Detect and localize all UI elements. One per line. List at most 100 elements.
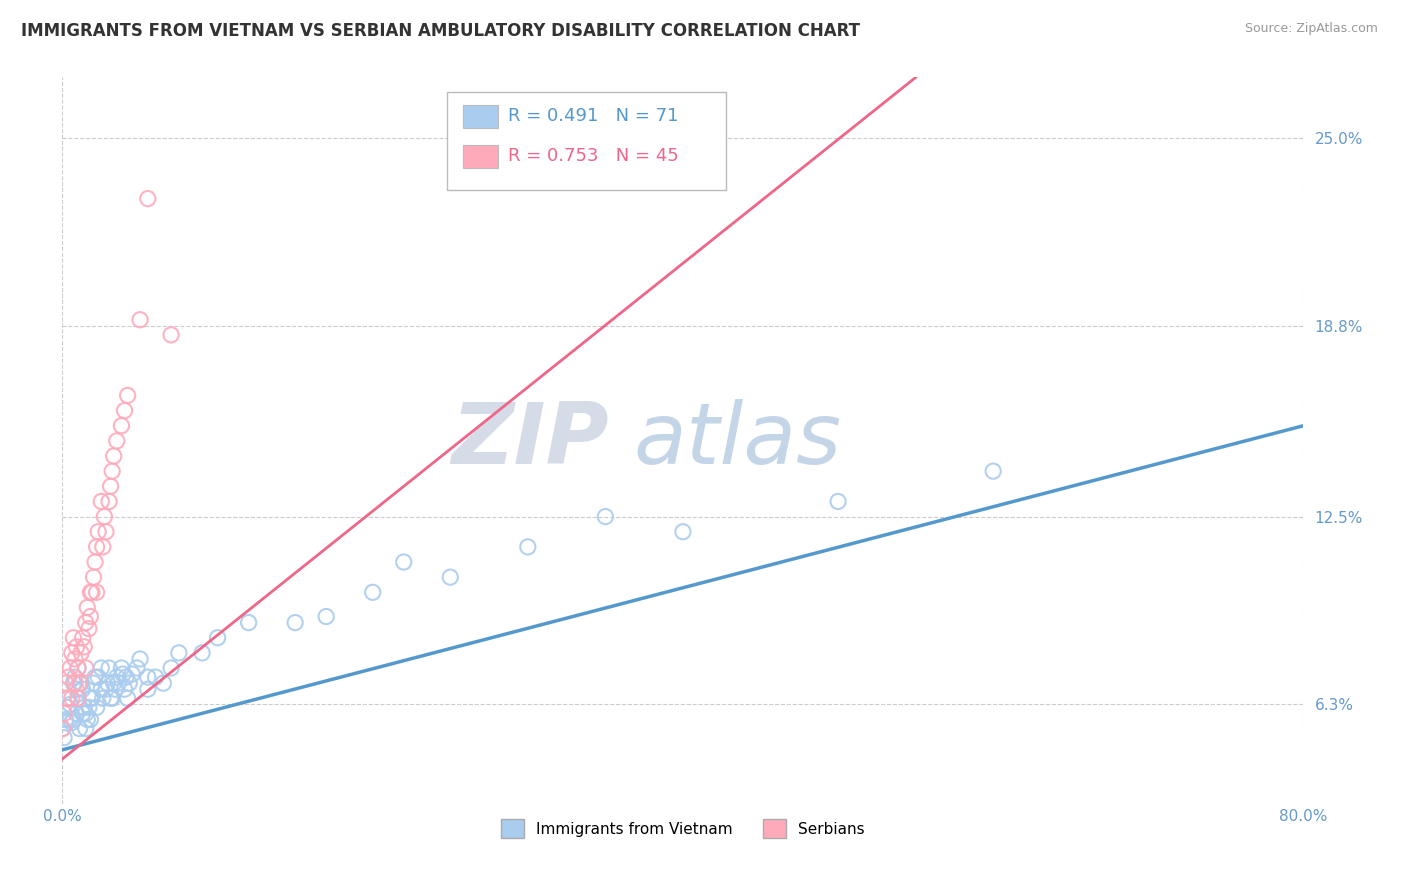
Point (75, 615, 97, 630)
Point (60, 646, 83, 660)
Point (100, 479, 122, 493)
Point (72, 706, 94, 721)
Point (60, 715, 83, 730)
Point (115, 670, 138, 684)
Point (77, 700, 100, 714)
Point (80, 691, 103, 706)
Point (118, 676, 141, 690)
Point (69, 676, 91, 690)
Point (167, 646, 190, 660)
Point (69, 722, 91, 736)
Point (110, 418, 132, 433)
Point (136, 670, 159, 684)
Point (60, 691, 83, 706)
Point (53, 731, 76, 745)
Point (94, 524, 117, 539)
Point (62, 713, 84, 727)
Point (79, 691, 101, 706)
Point (516, 540, 538, 554)
Point (125, 661, 148, 675)
Text: Source: ZipAtlas.com: Source: ZipAtlas.com (1244, 22, 1378, 36)
Point (72, 682, 94, 697)
Point (105, 670, 128, 684)
Point (65, 640, 87, 654)
Point (51, 722, 73, 736)
Point (76, 600, 98, 615)
Point (56, 691, 79, 706)
Point (103, 449, 125, 463)
Point (238, 615, 260, 630)
Point (129, 312, 152, 326)
Point (66, 691, 89, 706)
Point (827, 494, 849, 508)
Point (136, 682, 159, 697)
Point (66, 661, 89, 675)
Point (75, 706, 97, 721)
Point (83, 676, 105, 690)
Point (87, 524, 110, 539)
Point (284, 615, 307, 630)
Point (53, 706, 76, 721)
Point (59, 713, 82, 727)
Point (96, 676, 118, 690)
Point (73, 700, 96, 714)
Point (79, 609, 101, 624)
Point (62, 676, 84, 690)
Point (86, 700, 108, 714)
Point (58, 691, 80, 706)
Text: R = 0.491   N = 71: R = 0.491 N = 71 (508, 107, 679, 125)
Point (91, 540, 114, 554)
Point (98, 661, 121, 675)
Point (86, 540, 108, 554)
Point (93, 509, 115, 524)
Point (101, 464, 124, 478)
Text: atlas: atlas (633, 400, 841, 483)
Point (65, 706, 87, 721)
Point (114, 403, 136, 417)
Text: R = 0.753   N = 45: R = 0.753 N = 45 (508, 147, 679, 165)
Point (59, 661, 82, 675)
Point (101, 691, 124, 706)
Point (121, 667, 143, 681)
Point (58, 670, 80, 684)
Point (59, 698, 82, 712)
Point (63, 670, 86, 684)
Point (91, 691, 114, 706)
Point (51, 722, 73, 736)
Point (56, 700, 79, 714)
Point (76, 713, 98, 727)
Point (117, 388, 139, 402)
Point (191, 646, 214, 660)
Point (103, 676, 125, 690)
Point (104, 682, 127, 697)
Point (100, 691, 122, 706)
Point (392, 555, 415, 569)
Point (105, 434, 128, 448)
Point (84, 555, 107, 569)
Point (145, 670, 167, 684)
Point (136, 192, 159, 206)
Point (315, 609, 337, 624)
Point (70, 676, 93, 690)
Point (65, 682, 87, 697)
Point (83, 570, 105, 584)
Point (55, 676, 77, 690)
Legend: Immigrants from Vietnam, Serbians: Immigrants from Vietnam, Serbians (495, 814, 872, 844)
Point (160, 327, 183, 342)
Point (981, 464, 1004, 478)
Point (77, 622, 100, 636)
Point (107, 676, 129, 690)
Point (361, 585, 384, 599)
Point (110, 661, 132, 675)
Point (62, 631, 84, 645)
Point (66, 691, 89, 706)
Point (73, 640, 96, 654)
Point (98, 494, 121, 508)
Point (55, 713, 77, 727)
Point (87, 670, 110, 684)
Point (90, 682, 112, 697)
Point (90, 494, 112, 508)
Point (66, 661, 89, 675)
Point (63, 652, 86, 666)
Point (86, 585, 108, 599)
